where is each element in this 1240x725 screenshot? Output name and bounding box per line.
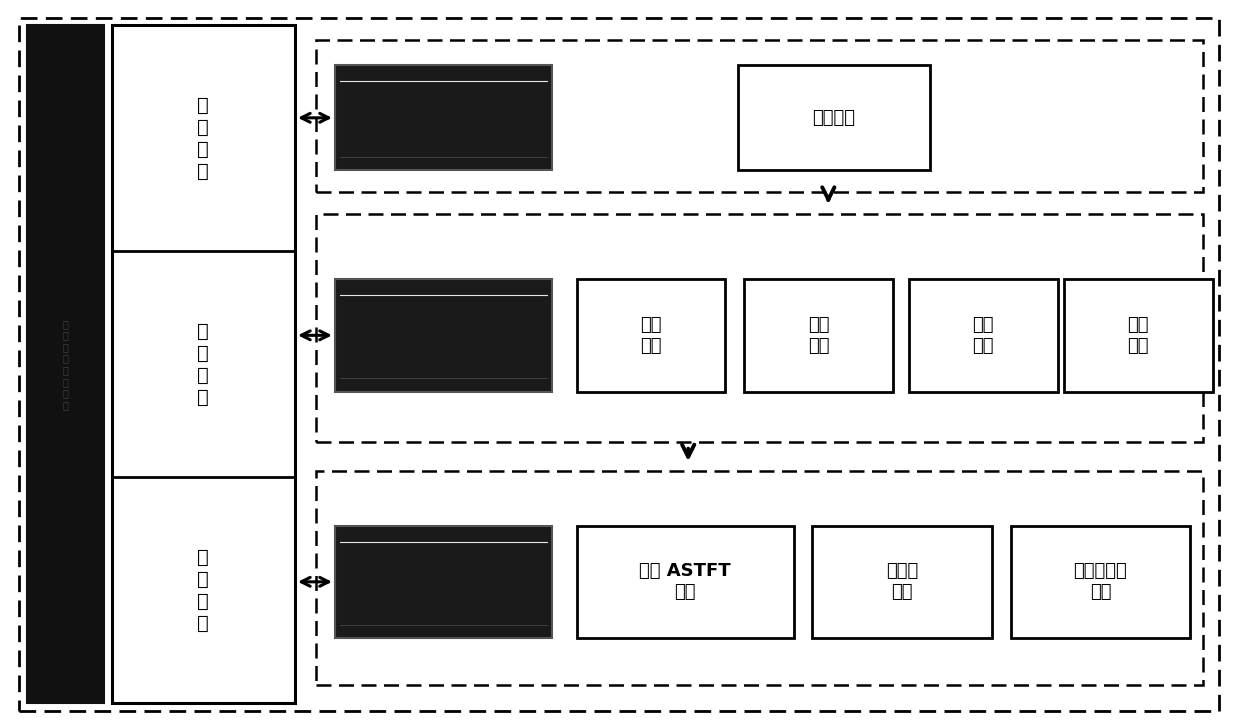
Bar [316, 471, 1203, 685]
Bar [744, 279, 893, 392]
Text: 时域
分析: 时域 分析 [640, 316, 662, 355]
Bar [812, 526, 992, 638]
Bar [577, 526, 794, 638]
Text: 频域
分析: 频域 分析 [807, 316, 830, 355]
Text: 趋势
分析: 趋势 分析 [1127, 316, 1149, 355]
Bar [738, 65, 930, 170]
Text: 自项窗
方法: 自项窗 方法 [885, 563, 919, 601]
Text: 报
告
邮
件: 报 告 邮 件 [197, 322, 210, 407]
Bar [577, 279, 725, 392]
Bar [27, 25, 104, 703]
Bar [335, 526, 552, 638]
Bar [1064, 279, 1213, 392]
Text: 日
志
记
录: 日 志 记 录 [197, 96, 210, 181]
Bar [316, 214, 1203, 442]
Text: 阈值 ASTFT
方法: 阈值 ASTFT 方法 [640, 563, 730, 601]
Text: 模糊高阶谱
方法: 模糊高阶谱 方法 [1074, 563, 1127, 601]
Bar [335, 65, 552, 170]
Text: 时频
分析: 时频 分析 [972, 316, 994, 355]
Bar [909, 279, 1058, 392]
Text: 管
理
配
置: 管 理 配 置 [197, 548, 210, 633]
Text: 管
柱
振
动
监
测
系
统: 管 柱 振 动 监 测 系 统 [63, 319, 68, 410]
Bar [1011, 526, 1190, 638]
Bar [316, 40, 1203, 192]
Text: 信号降噪: 信号降噪 [812, 109, 856, 127]
Bar [112, 25, 295, 703]
Bar [335, 279, 552, 392]
